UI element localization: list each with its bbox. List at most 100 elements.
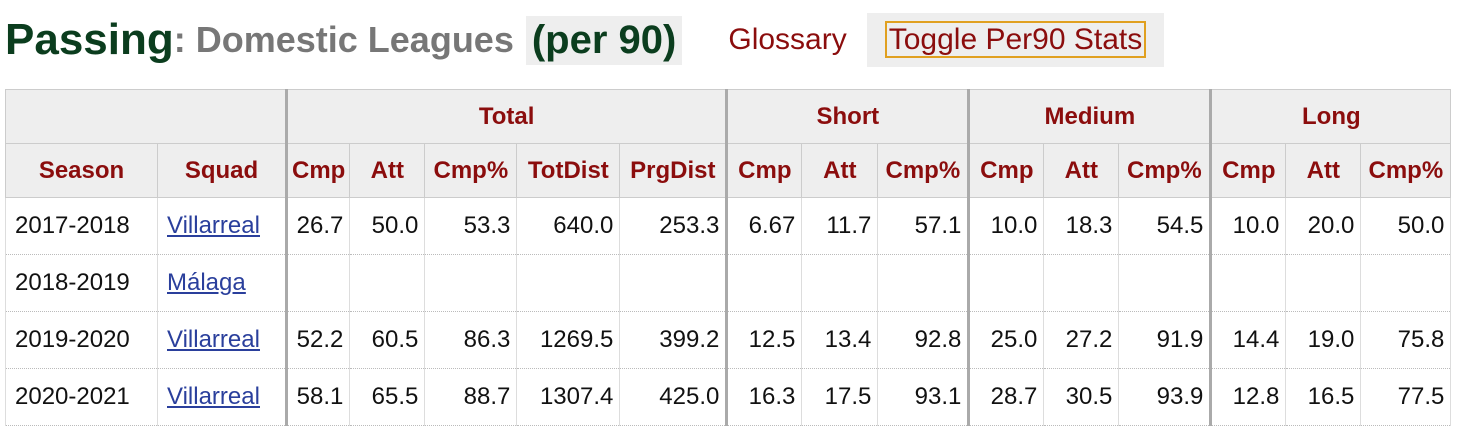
stat-cell: 1307.4 xyxy=(516,368,621,426)
empty-cell xyxy=(284,254,351,312)
empty-cell xyxy=(619,254,728,312)
column-header: Season xyxy=(5,143,158,198)
stat-cell: 54.5 xyxy=(1118,197,1212,255)
empty-cell xyxy=(877,254,970,312)
passing-table: Total Short Medium Long Season Squad Cmp Att Cmp… xyxy=(5,89,1452,426)
mode-label: (per 90) xyxy=(525,15,683,65)
squad-cell: Villarreal xyxy=(157,197,287,255)
header: Passing : Domestic Leagues (per 90) Glos… xyxy=(5,8,1165,72)
column-header: Cmp% xyxy=(877,143,970,198)
empty-cell xyxy=(424,254,518,312)
group-header-row: Total Short Medium Long xyxy=(5,89,1452,144)
stat-cell: 58.1 xyxy=(284,368,351,426)
stat-cell: 253.3 xyxy=(619,197,728,255)
column-header: Cmp% xyxy=(1118,143,1212,198)
toggle-button[interactable]: Toggle Per90 Stats xyxy=(884,21,1147,58)
group-header: Short xyxy=(725,89,970,144)
stat-cell: 93.1 xyxy=(877,368,970,426)
stat-cell: 11.7 xyxy=(801,197,879,255)
group-header: Long xyxy=(1209,89,1452,144)
column-header: Cmp xyxy=(1209,143,1287,198)
column-header-row: Season Squad Cmp Att Cmp% TotDist PrgDist Cmp At… xyxy=(5,143,1452,198)
empty-cell xyxy=(801,254,879,312)
stat-cell: 30.5 xyxy=(1043,368,1120,426)
stat-cell: 12.5 xyxy=(725,311,803,369)
group-header: Medium xyxy=(967,89,1212,144)
subtitle: : Domestic Leagues xyxy=(173,19,514,60)
stat-cell: 53.3 xyxy=(424,197,518,255)
stat-cell: 93.9 xyxy=(1118,368,1212,426)
column-header: Squad xyxy=(157,143,287,198)
stat-cell: 50.0 xyxy=(349,197,426,255)
stat-cell: 399.2 xyxy=(619,311,728,369)
stat-cell: 10.0 xyxy=(967,197,1045,255)
column-header: Cmp xyxy=(725,143,803,198)
season-cell: 2017-2018 xyxy=(5,197,158,255)
stat-cell: 25.0 xyxy=(967,311,1045,369)
empty-cell xyxy=(1043,254,1120,312)
stat-cell: 14.4 xyxy=(1209,311,1287,369)
column-header: Cmp xyxy=(284,143,351,198)
stat-cell: 57.1 xyxy=(877,197,970,255)
data-row: 2017-2018 Villarreal 26.7 50.0 53.3 640.0 253.… xyxy=(5,197,1452,255)
glossary-link[interactable]: Glossary xyxy=(728,23,847,56)
stat-cell: 86.3 xyxy=(424,311,518,369)
stat-cell: 91.9 xyxy=(1118,311,1212,369)
squad-cell: Málaga xyxy=(157,254,287,312)
stat-cell: 6.67 xyxy=(725,197,803,255)
empty-cell xyxy=(725,254,803,312)
column-header: Cmp% xyxy=(424,143,518,198)
toggle-wrap: Toggle Per90 Stats xyxy=(866,13,1165,67)
stat-cell: 75.8 xyxy=(1360,311,1452,369)
column-header: Att xyxy=(801,143,879,198)
empty-cell xyxy=(1209,254,1287,312)
stat-cell: 60.5 xyxy=(349,311,426,369)
empty-cell xyxy=(1285,254,1362,312)
page: Passing : Domestic Leagues (per 90) Glos… xyxy=(5,8,1452,426)
column-header: Cmp xyxy=(967,143,1045,198)
squad-link[interactable]: Villarreal xyxy=(167,212,260,239)
squad-link[interactable]: Villarreal xyxy=(167,383,260,410)
stat-cell: 88.7 xyxy=(424,368,518,426)
stat-cell: 425.0 xyxy=(619,368,728,426)
stat-cell: 28.7 xyxy=(967,368,1045,426)
group-header xyxy=(5,89,287,144)
column-header: Att xyxy=(349,143,426,198)
stat-cell: 92.8 xyxy=(877,311,970,369)
stat-cell: 77.5 xyxy=(1360,368,1452,426)
stat-cell: 27.2 xyxy=(1043,311,1120,369)
column-header: PrgDist xyxy=(619,143,728,198)
column-header: TotDist xyxy=(516,143,621,198)
season-cell: 2020-2021 xyxy=(5,368,158,426)
squad-link[interactable]: Villarreal xyxy=(167,326,260,353)
data-row: 2020-2021 Villarreal 58.1 65.5 88.7 1307.4 425… xyxy=(5,368,1452,426)
stat-cell: 18.3 xyxy=(1043,197,1120,255)
season-cell: 2019-2020 xyxy=(5,311,158,369)
empty-cell xyxy=(967,254,1045,312)
stat-cell: 13.4 xyxy=(801,311,879,369)
title: Passing xyxy=(5,15,174,64)
stat-cell: 1269.5 xyxy=(516,311,621,369)
stat-cell: 50.0 xyxy=(1360,197,1452,255)
column-header: Att xyxy=(1043,143,1120,198)
stat-cell: 16.3 xyxy=(725,368,803,426)
column-header: Cmp% xyxy=(1360,143,1452,198)
stat-cell: 19.0 xyxy=(1285,311,1362,369)
empty-cell xyxy=(349,254,426,312)
empty-cell xyxy=(1118,254,1212,312)
empty-cell xyxy=(516,254,621,312)
data-row: 2018-2019 Málaga xyxy=(5,254,1452,312)
squad-cell: Villarreal xyxy=(157,311,287,369)
stat-cell: 640.0 xyxy=(516,197,621,255)
empty-cell xyxy=(1360,254,1452,312)
stat-cell: 52.2 xyxy=(284,311,351,369)
group-header: Total xyxy=(284,89,728,144)
data-row: 2019-2020 Villarreal 52.2 60.5 86.3 1269.5 399… xyxy=(5,311,1452,369)
stat-cell: 65.5 xyxy=(349,368,426,426)
season-cell: 2018-2019 xyxy=(5,254,158,312)
squad-link[interactable]: Málaga xyxy=(167,269,246,296)
stat-cell: 16.5 xyxy=(1285,368,1362,426)
column-header: Att xyxy=(1285,143,1362,198)
stat-cell: 20.0 xyxy=(1285,197,1362,255)
stat-cell: 12.8 xyxy=(1209,368,1287,426)
